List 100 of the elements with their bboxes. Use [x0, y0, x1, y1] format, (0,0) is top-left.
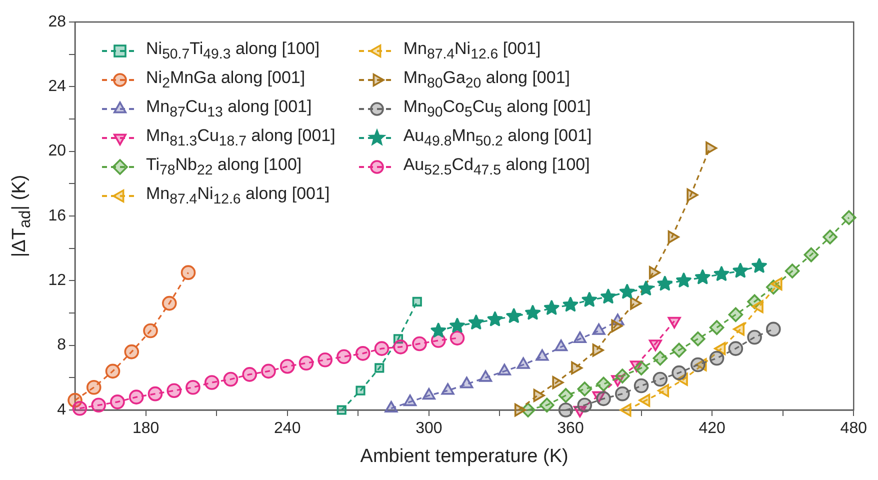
point: [752, 258, 767, 273]
y-tick-label: 12: [48, 272, 66, 290]
point: [747, 330, 762, 345]
point: [412, 296, 422, 306]
point: [506, 308, 522, 323]
legend-label: Mn$_{87.4}$Ni$_{12.6}$ [001]: [403, 38, 541, 62]
legend-label: Mn$_{81.3}$Cu$_{18.7}$ along [001]: [146, 126, 336, 150]
point: [356, 386, 366, 396]
point: [615, 368, 630, 384]
point: [676, 272, 692, 288]
point: [460, 376, 474, 388]
point: [128, 390, 144, 404]
y-tick-label: 8: [57, 336, 66, 354]
point: [298, 356, 314, 371]
point: [766, 322, 781, 337]
point: [558, 402, 574, 418]
point: [582, 292, 598, 307]
point: [600, 288, 616, 304]
point: [72, 400, 88, 416]
point: [430, 322, 446, 338]
legend-label: Mn$_{87}$Cu$_{13}$ along [001]: [146, 96, 312, 120]
point: [105, 364, 120, 379]
point: [261, 364, 276, 379]
point: [223, 372, 238, 387]
point: [709, 350, 724, 366]
point: [186, 380, 200, 395]
point: [450, 330, 465, 346]
y-tick-label: 28: [48, 13, 66, 30]
x-tick-label: 420: [698, 420, 726, 438]
point: [166, 383, 182, 398]
legend-label: Mn$_{87.4}$Ni$_{12.6}$ along [001]: [146, 184, 330, 208]
point: [694, 269, 710, 284]
point: [479, 370, 492, 382]
point: [280, 358, 295, 374]
point: [468, 314, 484, 330]
point: [577, 398, 592, 413]
point: [204, 375, 220, 390]
point: [728, 341, 744, 356]
x-tick-label: 240: [274, 420, 301, 438]
x-tick-label: 360: [557, 420, 584, 438]
point: [634, 378, 649, 394]
point: [143, 323, 158, 338]
point: [672, 342, 686, 358]
legend-label: Au$_{49.8}$Mn$_{50.2}$ along [001]: [403, 126, 592, 150]
point: [355, 346, 370, 361]
y-tick-label: 20: [48, 142, 66, 160]
point: [540, 398, 554, 413]
point: [648, 266, 660, 280]
point: [784, 264, 800, 278]
legend-label: Mn$_{90}$Co$_{5}$Cu$_{5}$ along [001]: [403, 96, 591, 120]
point: [672, 365, 686, 380]
point: [110, 394, 125, 410]
point: [822, 230, 838, 244]
point: [668, 230, 680, 244]
point: [91, 398, 106, 413]
point: [638, 280, 654, 296]
point: [596, 391, 611, 406]
point: [615, 386, 630, 402]
point: [709, 320, 724, 335]
point: [554, 340, 568, 352]
point: [86, 380, 102, 395]
x-tick-label: 480: [840, 420, 868, 438]
point: [652, 350, 668, 366]
point: [450, 318, 465, 333]
point: [498, 364, 511, 376]
point: [657, 276, 673, 291]
point: [732, 262, 748, 278]
point: [577, 382, 592, 396]
point: [690, 357, 706, 372]
point: [336, 349, 352, 364]
point: [804, 247, 819, 262]
point: [652, 372, 668, 387]
point: [374, 363, 384, 373]
point: [596, 376, 611, 392]
point: [728, 307, 744, 322]
point: [318, 352, 333, 368]
point: [533, 388, 545, 402]
point: [404, 394, 417, 406]
x-tick-label: 180: [132, 420, 160, 438]
point: [374, 341, 390, 356]
point: [393, 340, 408, 354]
legend-label: Ti$_{78}$Nb$_{22}$ along [100]: [146, 154, 302, 178]
point: [536, 349, 549, 361]
point: [842, 210, 856, 226]
point: [412, 336, 427, 352]
y-tick-label: 24: [48, 78, 66, 96]
point: [558, 388, 574, 403]
legend-label: Ni$_{50.7}$Ti$_{49.3}$ along [100]: [146, 38, 320, 62]
point: [124, 344, 140, 360]
point: [148, 386, 163, 402]
point: [619, 284, 635, 299]
x-axis-title: Ambient temperature (K): [360, 446, 568, 467]
point: [562, 296, 578, 312]
point: [336, 405, 346, 415]
y-tick-label: 16: [48, 207, 66, 224]
point: [441, 383, 454, 395]
point: [242, 367, 258, 382]
point: [690, 331, 706, 346]
point: [573, 331, 586, 344]
point: [634, 360, 649, 376]
